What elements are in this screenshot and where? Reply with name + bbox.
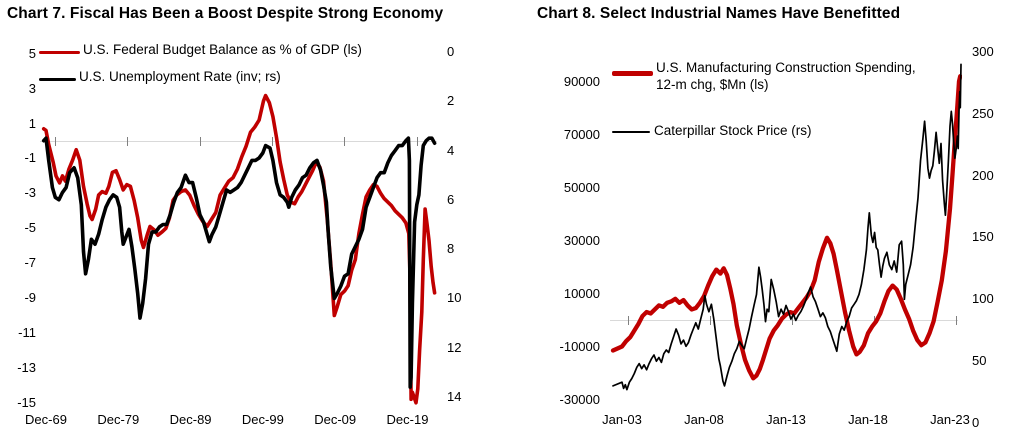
budget-balance-line [41,93,437,405]
caterpillar-stock-line [612,63,962,391]
chart8-title: Chart 8. Select Industrial Names Have Be… [537,5,901,22]
unemployment-line [41,136,437,389]
mfg-construction-spending-line [610,74,962,381]
chart7-title: Chart 7. Fiscal Has Been a Boost Despite… [7,5,444,22]
